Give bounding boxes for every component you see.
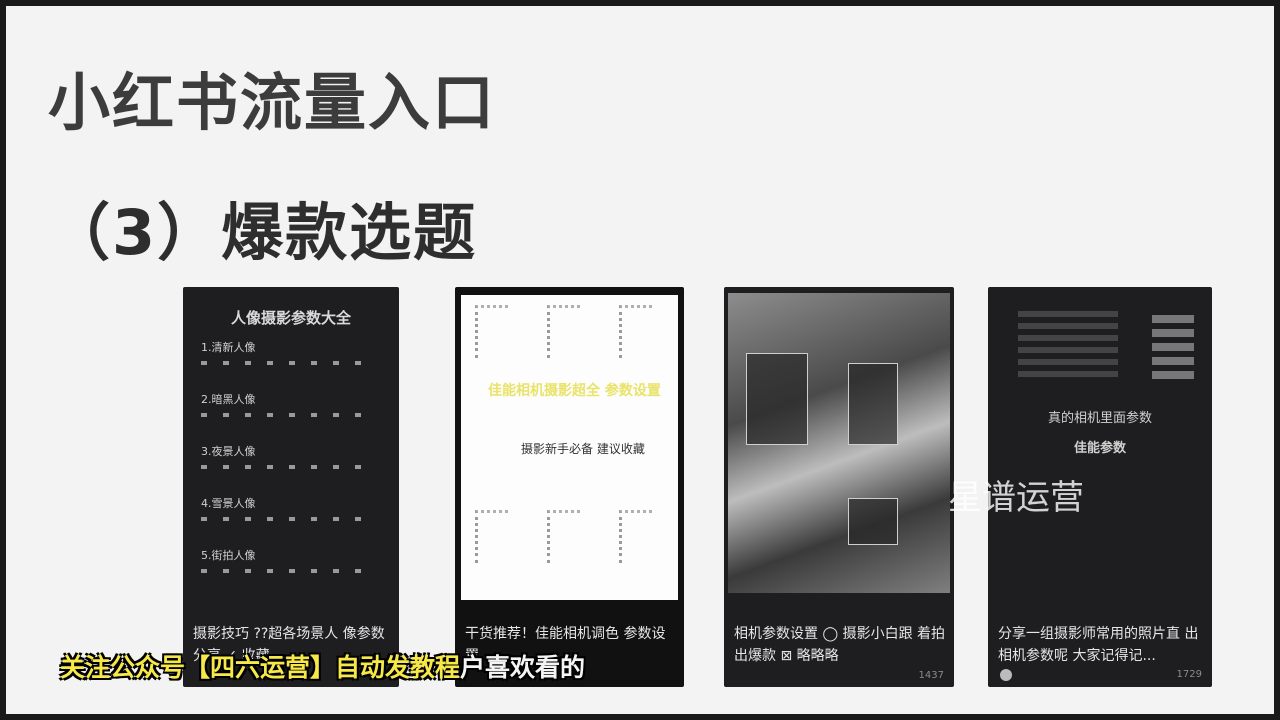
- pose-sketch: [547, 510, 580, 563]
- watermark: 星谱运营: [948, 478, 1084, 518]
- bottom-border: [0, 714, 1280, 720]
- param-panel: [848, 363, 898, 445]
- param-panel: [848, 498, 898, 545]
- list-item: 1.清新人像: [201, 339, 389, 391]
- list-item: 4.雪景人像: [201, 495, 389, 547]
- left-border: [0, 0, 6, 720]
- like-count: 1729: [1176, 669, 1202, 680]
- post-card-2[interactable]: 佳能相机摄影超全 参数设置 摄影新手必备 建议收藏 干货推荐！佳能相机调色 参数…: [455, 287, 684, 687]
- pose-sketch: [619, 305, 652, 358]
- parameter-list: 1.清新人像 2.暗黑人像 3.夜景人像 4.雪景人像 5.街拍人像: [201, 339, 389, 599]
- pose-sketch: [619, 510, 652, 563]
- slide-title: 小红书流量入口: [48, 66, 497, 139]
- like-count: 1437: [918, 670, 944, 681]
- cover-text: 真的相机里面参数: [1047, 411, 1152, 426]
- card-meta: 1437: [736, 670, 944, 681]
- avatar: [1000, 669, 1012, 681]
- card-caption: 摄影技巧 ??超各场景人 像参数分享 ✓ 收藏: [193, 626, 385, 664]
- slide-subtitle: （3）爆款选题: [48, 196, 478, 269]
- card-cover-photo: [728, 293, 950, 593]
- cover-text: 佳能参数: [1073, 441, 1126, 456]
- post-card-3[interactable]: 相机参数设置 ◯ 摄影小白跟 着拍出爆款 ⊠ 略略略 1437: [724, 287, 954, 687]
- list-item: 5.街拍人像: [201, 547, 389, 599]
- param-panel: [746, 353, 808, 445]
- chart-thumbnail: [1018, 307, 1118, 377]
- card-caption: 分享一组摄影师常用的照片直 出相机参数呢 大家记得记...: [998, 626, 1199, 664]
- pose-sketch: [547, 305, 580, 358]
- card-meta: 1729: [1000, 669, 1202, 681]
- card-cover: 佳能相机摄影超全 参数设置 摄影新手必备 建议收藏: [461, 295, 678, 600]
- subtitle-speech-text: 户喜欢看的: [460, 653, 586, 682]
- top-border: [0, 0, 1280, 6]
- chart-thumbnail: [1152, 309, 1194, 379]
- card-caption: 干货推荐！佳能相机调色 参数设置: [465, 626, 666, 664]
- cover-highlight-text: 佳能相机摄影超全 参数设置: [488, 383, 661, 399]
- card-caption: 相机参数设置 ◯ 摄影小白跟 着拍出爆款 ⊠ 略略略: [734, 626, 946, 664]
- right-border: [1274, 0, 1280, 720]
- pose-sketch: [475, 510, 508, 563]
- list-item: 3.夜景人像: [201, 443, 389, 495]
- cover-sub-text: 摄影新手必备 建议收藏: [521, 442, 645, 456]
- subtitle-promo-text: 关注公众号【四六运营】自动发教程: [60, 653, 461, 682]
- pose-sketch: [475, 305, 508, 358]
- list-item: 2.暗黑人像: [201, 391, 389, 443]
- video-subtitle: 关注公众号【四六运营】自动发教程户喜欢看的: [60, 648, 585, 684]
- card-title: 人像摄影参数大全: [230, 309, 351, 327]
- post-card-4[interactable]: 真的相机里面参数 佳能参数 分享一组摄影师常用的照片直 出相机参数呢 大家记得记…: [988, 287, 1212, 687]
- post-card-1[interactable]: 人像摄影参数大全 1.清新人像 2.暗黑人像 3.夜景人像 4.雪景人像 5.街…: [183, 287, 399, 687]
